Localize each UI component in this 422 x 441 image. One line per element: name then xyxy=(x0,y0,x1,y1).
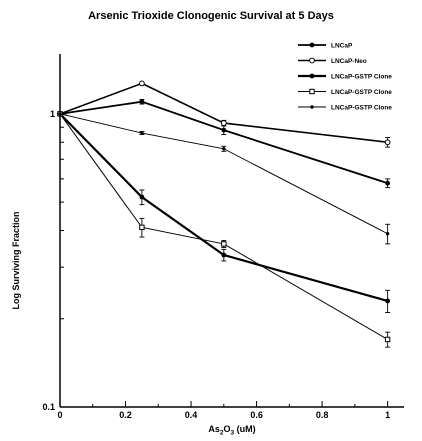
x-tick-label: 0.8 xyxy=(316,410,329,420)
legend-item: LNCaP-GSTP Clone xyxy=(298,105,392,112)
data-point xyxy=(221,252,227,258)
legend-label: LNCaP-Neo xyxy=(331,58,367,65)
legend-swatch-marker xyxy=(309,42,315,48)
data-point xyxy=(384,139,391,146)
data-point xyxy=(139,224,145,231)
legend: LNCaP LNCaP-Neo LNCaP-GSTP Clone LNCaP-GSTP… xyxy=(298,43,392,112)
data-point xyxy=(139,80,145,87)
legend-label: LNCaP-GSTP Clone xyxy=(331,89,392,96)
data-point xyxy=(139,194,145,200)
series-4 xyxy=(57,111,391,348)
y-tick-label: 1 xyxy=(50,109,55,119)
x-tick-label: 0.4 xyxy=(185,410,198,420)
series-5 xyxy=(58,112,391,245)
legend-swatch-marker xyxy=(309,88,315,95)
x-axis-label-part: (uM) xyxy=(234,424,256,434)
legend-item: LNCaP-GSTP Clone xyxy=(298,88,392,96)
legend-swatch-marker xyxy=(309,57,315,64)
data-point xyxy=(221,127,227,133)
data-point xyxy=(385,298,391,304)
x-axis-label-part: O xyxy=(224,424,231,434)
y-axis-label: Log Surviving Fraction xyxy=(11,211,21,309)
x-tick-label: 0.6 xyxy=(250,410,263,420)
series-1 xyxy=(57,98,391,189)
legend-swatch-marker xyxy=(309,73,315,79)
legend-item: LNCaP-Neo xyxy=(298,57,367,65)
series-line xyxy=(59,113,388,303)
x-tick-label: 1 xyxy=(385,410,390,420)
x-axis-label-part: As xyxy=(208,424,220,434)
data-point xyxy=(58,112,62,116)
legend-swatch-marker xyxy=(310,105,314,109)
series-3 xyxy=(57,111,391,313)
data-point xyxy=(140,131,144,135)
legend-label: LNCaP-GSTP Clone xyxy=(331,105,392,112)
series-line xyxy=(59,100,388,185)
series-line xyxy=(59,82,388,144)
data-point xyxy=(384,336,391,343)
series-line xyxy=(59,113,388,340)
legend-item: LNCaP-GSTP Clone xyxy=(298,74,392,81)
legend-label: LNCaP xyxy=(331,43,353,50)
chart-title: Arsenic Trioxide Clonogenic Survival at … xyxy=(88,10,334,22)
legend-item: LNCaP xyxy=(298,43,353,50)
series-line xyxy=(59,113,388,235)
data-point xyxy=(222,147,226,151)
series-2 xyxy=(57,80,391,148)
x-axis-label: As2O3 (uM) xyxy=(208,424,255,437)
x-axis-label-part: 3 xyxy=(231,430,235,437)
y-tick-label: 0.1 xyxy=(42,402,55,412)
x-tick-label: 0 xyxy=(57,410,62,420)
data-point xyxy=(221,241,227,247)
data-point xyxy=(385,232,390,236)
data-point xyxy=(385,180,391,186)
x-tick-label: 0.2 xyxy=(119,410,132,420)
legend-label: LNCaP-GSTP Clone xyxy=(331,74,392,81)
x-axis-label-part: 2 xyxy=(220,430,224,437)
data-point xyxy=(139,99,145,105)
data-point xyxy=(220,120,227,126)
